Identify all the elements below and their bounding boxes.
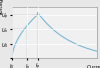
Y-axis label: Voltage: Voltage	[0, 0, 4, 15]
X-axis label: Current: Current	[87, 65, 100, 68]
